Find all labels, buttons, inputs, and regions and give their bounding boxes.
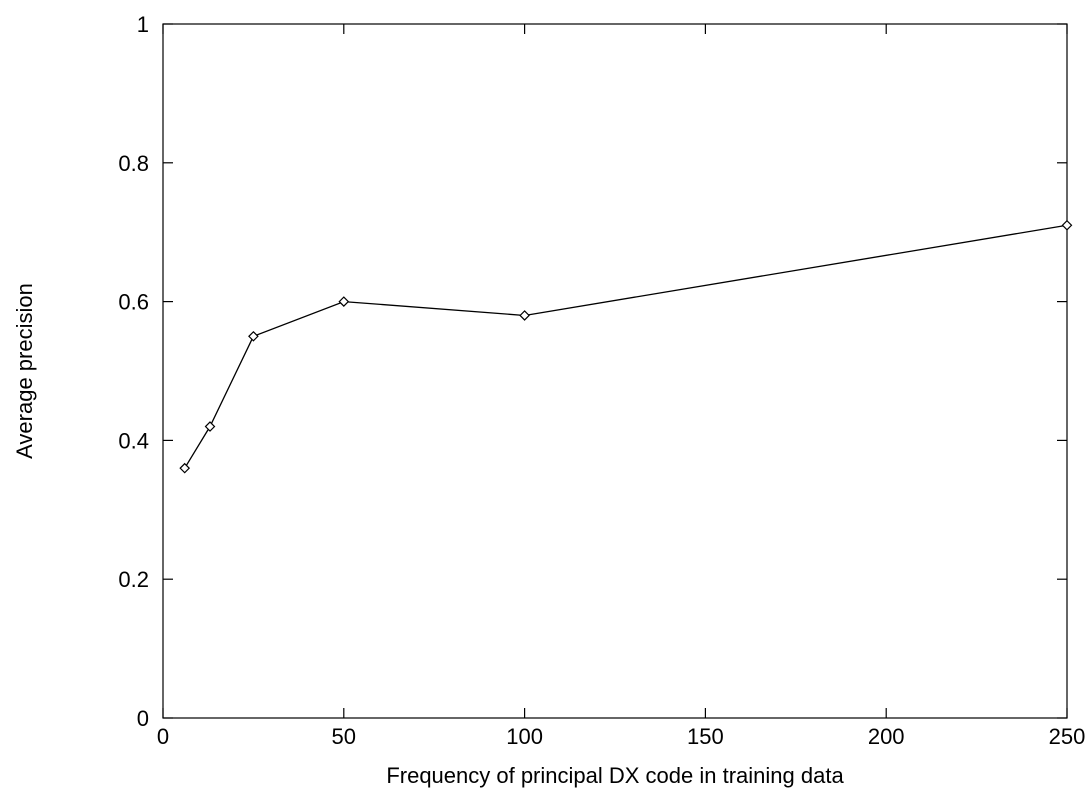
data-point-marker [204,421,216,432]
data-point-marker [519,310,530,321]
y-axis-ticks: 0 0.2 0.4 0.6 0.8 1 [118,12,1067,731]
y-tick-label: 1 [137,12,149,37]
x-tick-label: 0 [157,724,169,749]
y-tick-label: 0.8 [118,151,149,176]
y-tick-label: 0.6 [118,290,149,315]
y-axis-title: Average precision [12,283,37,459]
data-point-marker [338,296,350,307]
plot-frame [162,23,1068,719]
data-point-marker [1061,219,1073,231]
data-point-marker [248,330,259,342]
x-axis-title: Frequency of principal DX code in traini… [386,763,844,788]
series-layer [179,219,1073,474]
y-tick-label: 0.2 [118,567,149,592]
x-axis-ticks: 0 50 100 150 200 250 [157,24,1085,749]
x-tick-label: 50 [332,724,356,749]
y-tick-label: 0.4 [118,428,149,453]
y-tick-label: 0 [137,706,149,731]
x-tick-label: 200 [868,724,905,749]
plot-border [162,23,1068,719]
x-tick-label: 250 [1049,724,1086,749]
data-point-marker [179,462,191,474]
x-tick-label: 100 [506,724,543,749]
x-tick-label: 150 [687,724,724,749]
series-line [184,224,1068,469]
